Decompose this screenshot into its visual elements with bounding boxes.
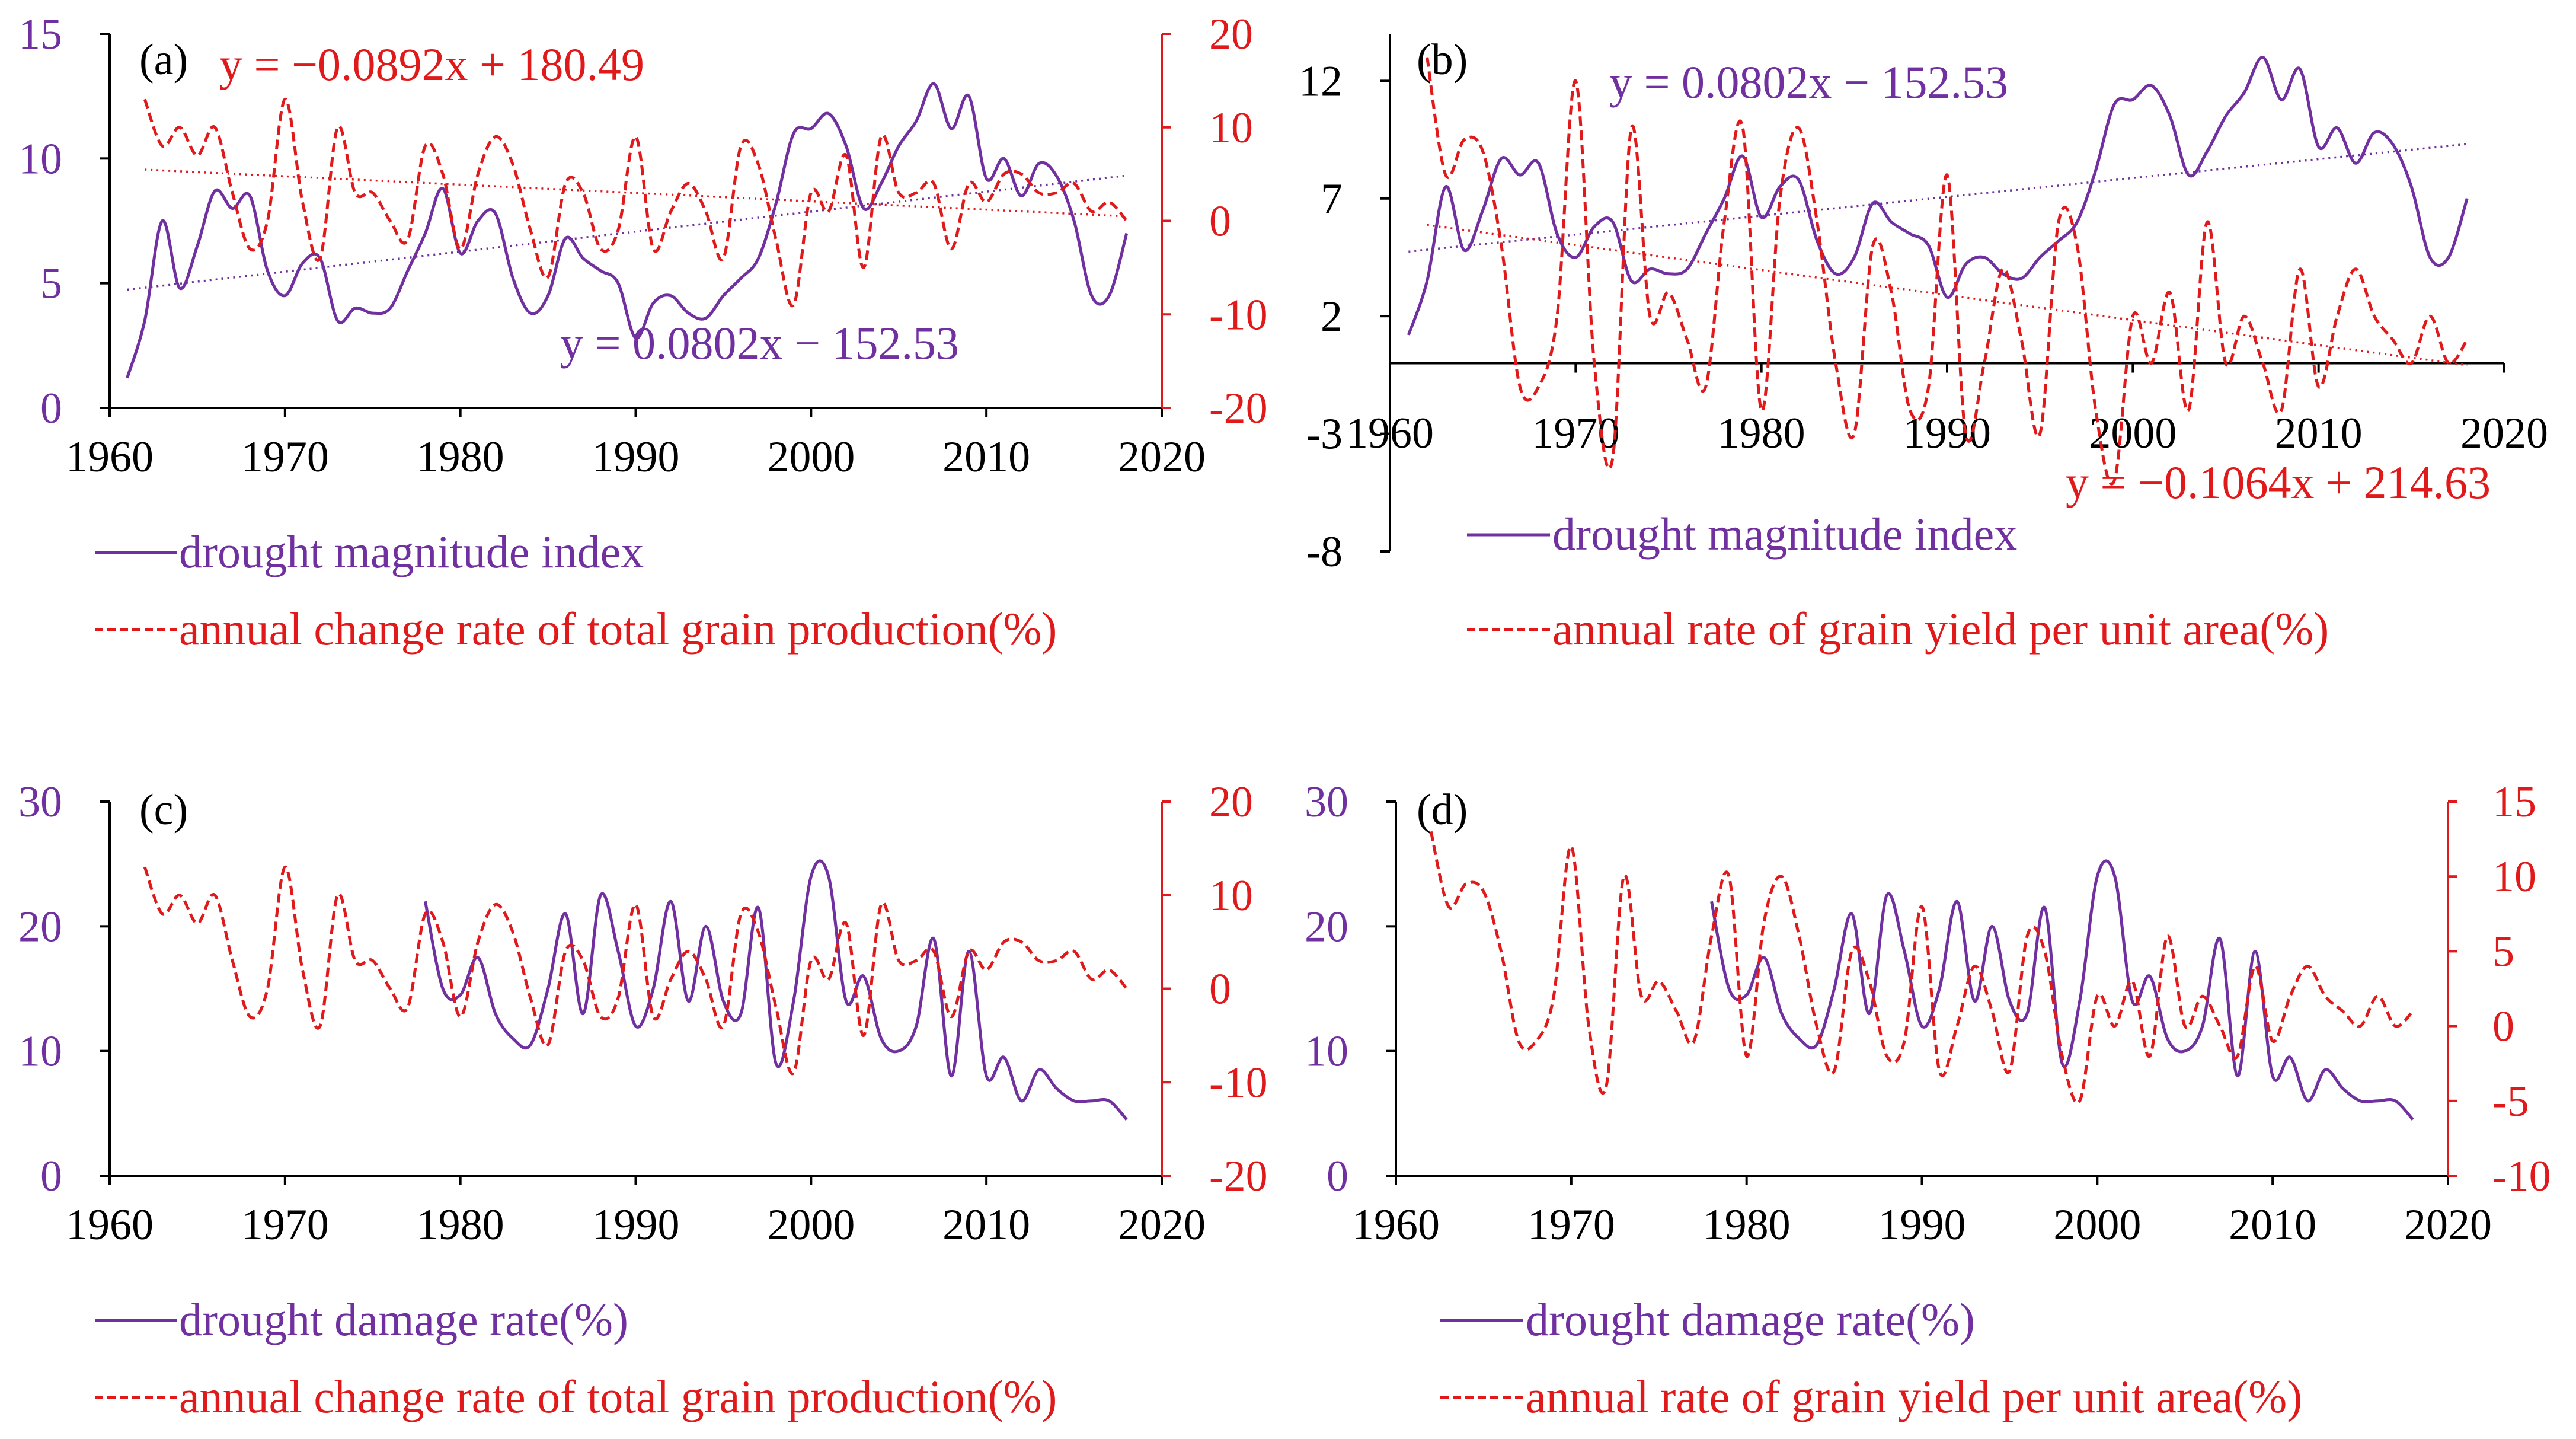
panel-d-right-tick-label: 10: [2492, 853, 2536, 901]
panel-a-x-tick-label: 1990: [592, 433, 680, 481]
panel-d-right-tick-label: -10: [2492, 1152, 2551, 1201]
panel-d-x-tick-label: 1970: [1527, 1201, 1615, 1249]
panel-b-left-tick-label: 12: [1299, 57, 1343, 106]
panel-b-series-left-line: [1407, 56, 2469, 336]
panel-a-legend-right-label: annual change rate of total grain produc…: [179, 603, 1057, 655]
panel-a-series-left-line: [126, 82, 1129, 379]
panel-c-legend-left-label: drought damage rate(%): [179, 1294, 628, 1345]
panel-b-legend-right-label: annual rate of grain yield per unit area…: [1552, 603, 2329, 655]
panel-a-left-tick-label: 0: [40, 384, 62, 433]
panel-d-left-tick-label: 10: [1305, 1028, 1348, 1076]
panel-c-x-tick-label: 2010: [942, 1201, 1030, 1249]
panel-c-right-tick-label: 10: [1209, 872, 1253, 920]
panel-b-legend-left-label: drought magnitude index: [1552, 508, 2017, 560]
panel-a-label: (a): [139, 36, 188, 84]
panel-a-trendline-equation: y = 0.0802x − 152.53: [560, 317, 959, 369]
panel-a-right-tick-label: -10: [1209, 291, 1268, 339]
panel-a-x-tick-label: 1980: [417, 433, 504, 481]
panel-a-left-tick-label: 5: [40, 260, 62, 308]
panel-d-x-tick-label: 2020: [2404, 1201, 2492, 1249]
panel-d-legend-left-label: drought damage rate(%): [1526, 1294, 1975, 1345]
panel-d-series-right-line: [1429, 831, 2414, 1105]
panel-a-left-tick-label: 10: [18, 135, 62, 183]
panel-b-trendline-equation: y = −0.1064x + 214.63: [2066, 457, 2491, 508]
panel-a-left-tick-label: 15: [18, 10, 62, 59]
panel-c-x-tick-label: 1960: [66, 1201, 154, 1249]
panel-c-left-tick-label: 10: [18, 1028, 62, 1076]
panel-d-right-tick-label: 0: [2492, 1003, 2514, 1051]
panel-c-series-left-line: [424, 859, 1128, 1121]
panel-a-left-trendline: [127, 174, 1127, 291]
panel-a-x-tick-label: 1960: [66, 433, 154, 481]
panel-c-left-tick-label: 30: [18, 778, 62, 827]
panel-d-left-tick-label: 0: [1327, 1152, 1348, 1201]
panel-c-series-right-line: [143, 865, 1128, 1076]
panel-a-trendline-equation: y = −0.0892x + 180.49: [219, 39, 644, 90]
panel-a-right-tick-label: -20: [1209, 384, 1268, 433]
panel-d-right-tick-label: 15: [2492, 778, 2536, 827]
panel-a-x-tick-label: 2010: [942, 433, 1030, 481]
panel-b-left-tick-label: -3: [1306, 410, 1343, 459]
panel-b-left-tick-label: -8: [1306, 528, 1343, 576]
panel-a-x-tick-label: 2000: [767, 433, 855, 481]
panel-d-series-left-line: [1710, 859, 2414, 1121]
panel-d-x-tick-label: 2000: [2053, 1201, 2141, 1249]
panel-b-series-right-line: [1426, 57, 2469, 486]
panel-d-label: (d): [1417, 786, 1468, 834]
panel-c-x-tick-label: 1990: [592, 1201, 680, 1249]
panel-b-x-tick-label: 2020: [2460, 409, 2548, 458]
panel-c-left-tick-label: 20: [18, 902, 62, 951]
panel-c-label: (c): [139, 786, 188, 834]
panel-c-right-tick-label: -10: [1209, 1058, 1268, 1107]
panel-d-x-tick-label: 1990: [1878, 1201, 1966, 1249]
panel-b-x-tick-label: 2000: [2089, 409, 2177, 458]
panel-b-x-tick-label: 1990: [1903, 409, 1991, 458]
panel-b-x-tick-label: 1970: [1532, 409, 1619, 458]
panel-a-right-tick-label: 0: [1209, 197, 1231, 246]
panel-a-right-tick-label: 10: [1209, 104, 1253, 152]
panel-c-x-tick-label: 1980: [417, 1201, 504, 1249]
panel-b-x-tick-label: 1980: [1718, 409, 1805, 458]
panel-c-right-tick-label: 20: [1209, 778, 1253, 827]
panel-a-legend-left-label: drought magnitude index: [179, 526, 644, 577]
panel-c-right-tick-label: 0: [1209, 965, 1231, 1014]
panel-b-left-tick-label: 7: [1321, 175, 1343, 224]
panel-d-right-tick-label: -5: [2492, 1077, 2529, 1126]
panel-a-right-trendline: [145, 168, 1127, 218]
panel-d-left-tick-label: 20: [1305, 902, 1348, 951]
panel-c-left-tick-label: 0: [40, 1152, 62, 1201]
panel-c-x-tick-label: 2020: [1118, 1201, 1206, 1249]
panel-c-x-tick-label: 2000: [767, 1201, 855, 1249]
panel-b-label: (b): [1417, 36, 1468, 84]
panel-b-left-trendline: [1408, 143, 2468, 253]
panel-c-legend-right-label: annual change rate of total grain produc…: [179, 1371, 1057, 1422]
panel-d-x-tick-label: 1980: [1703, 1201, 1791, 1249]
panel-d-x-tick-label: 1960: [1352, 1201, 1440, 1249]
panel-d-right-tick-label: 5: [2492, 927, 2514, 976]
panel-a-x-tick-label: 1970: [241, 433, 329, 481]
panel-d-left-tick-label: 30: [1305, 778, 1348, 827]
panel-c-right-tick-label: -20: [1209, 1152, 1268, 1201]
panel-a-right-tick-label: 20: [1209, 10, 1253, 59]
panel-b-trendline-equation: y = 0.0802x − 152.53: [1609, 56, 2008, 108]
panel-a-x-tick-label: 2020: [1118, 433, 1206, 481]
panel-c-x-tick-label: 1970: [241, 1201, 329, 1249]
panel-d-legend-right-label: annual rate of grain yield per unit area…: [1526, 1371, 2302, 1422]
panel-b-left-tick-label: 2: [1321, 292, 1343, 341]
panel-b-x-tick-label: 2010: [2275, 409, 2363, 458]
panel-d-x-tick-label: 2010: [2229, 1201, 2316, 1249]
panel-a-series-right-line: [143, 97, 1128, 308]
